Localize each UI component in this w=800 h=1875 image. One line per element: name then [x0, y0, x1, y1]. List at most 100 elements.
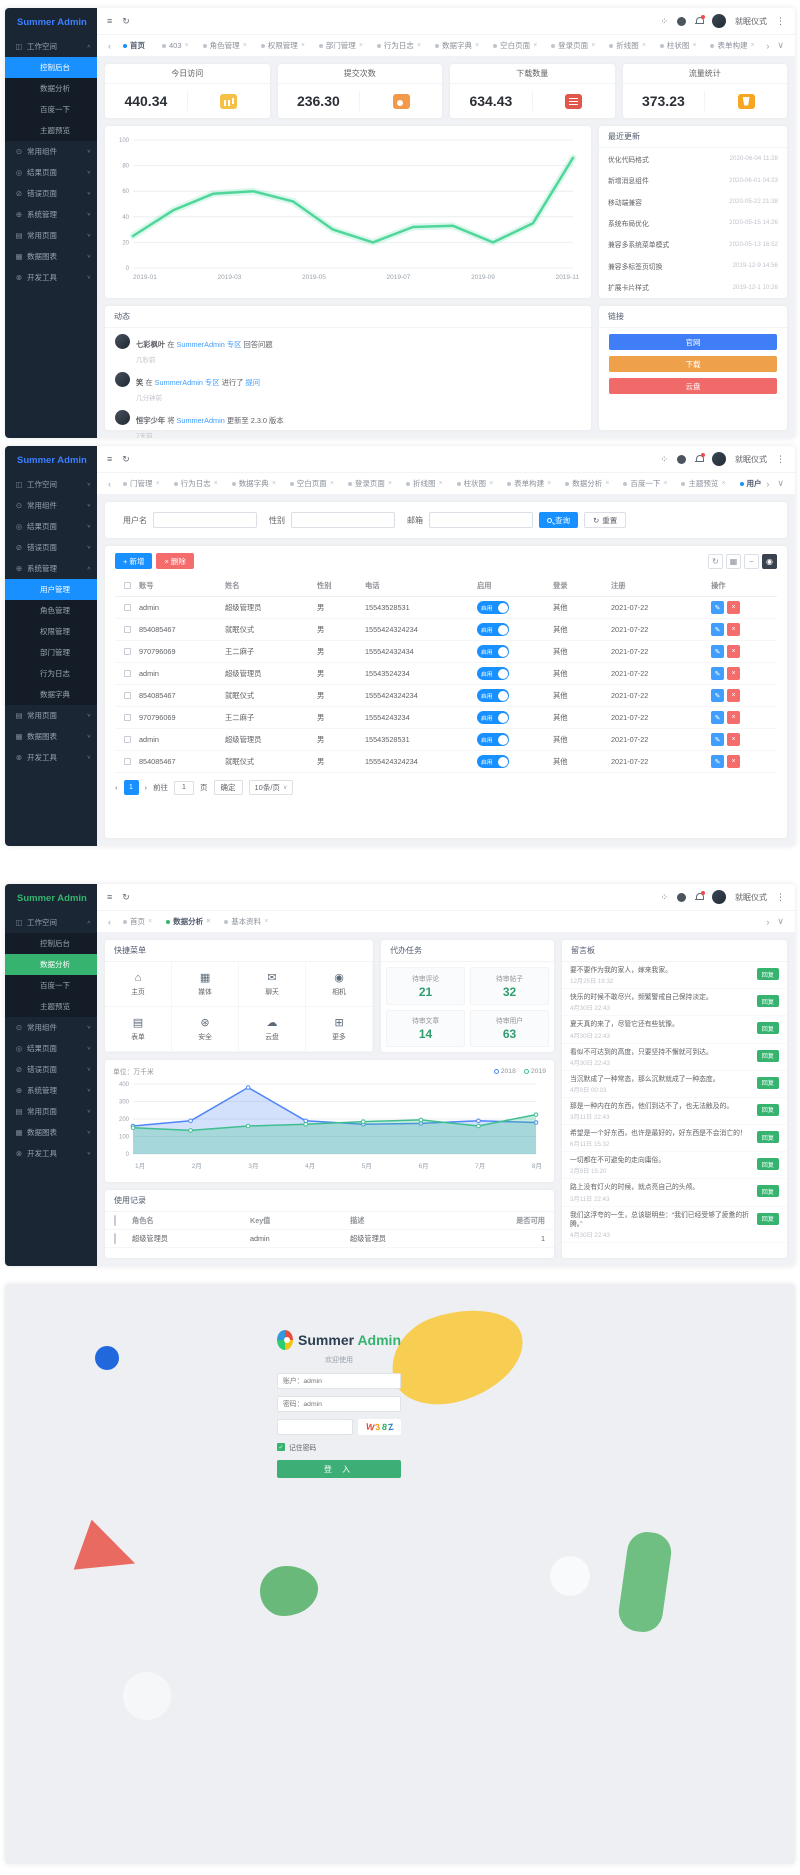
sidebar-item[interactable]: ◫ 工作空间 ∧: [5, 36, 97, 57]
tab-close-icon[interactable]: ×: [300, 42, 305, 49]
sidebar-item[interactable]: ▤ 常用页面 ∨: [5, 1101, 97, 1122]
page-tab[interactable]: 登录页面 ×: [341, 473, 399, 494]
update-item[interactable]: 兼容多系统菜单模式 2020-05-13 16:52: [599, 234, 787, 255]
more-menu-icon[interactable]: ⋮: [776, 891, 785, 902]
sidebar-item[interactable]: ◎ 结果页面 ∨: [5, 516, 97, 537]
captcha-input[interactable]: [277, 1419, 353, 1435]
tab-close-icon[interactable]: ×: [533, 42, 538, 49]
fold-menu-icon[interactable]: ≡: [107, 453, 113, 464]
notification-bell-icon[interactable]: [695, 15, 705, 25]
edit-button[interactable]: ✎: [711, 755, 724, 768]
page-tab[interactable]: 数据分析 ×: [159, 911, 217, 932]
query-button[interactable]: 查询: [539, 512, 578, 528]
edit-button[interactable]: ✎: [711, 689, 724, 702]
sidebar-item[interactable]: 主题预览: [5, 120, 97, 141]
sidebar-item[interactable]: 部门管理: [5, 642, 97, 663]
update-item[interactable]: 系统布局优化 2020-05-15 14:26: [599, 212, 787, 233]
tab-close-icon[interactable]: ×: [663, 480, 668, 487]
update-item[interactable]: 扩展卡片样式 2019-12-1 10:26: [599, 277, 787, 298]
page-tab[interactable]: 行为日志 ×: [167, 473, 225, 494]
update-item[interactable]: 优化代码格式 2020-06-04 11:28: [599, 148, 787, 169]
reply-button[interactable]: 回复: [756, 1049, 779, 1062]
sidebar-item[interactable]: ▦ 数据图表 ∨: [5, 1122, 97, 1143]
more-menu-icon[interactable]: ⋮: [776, 453, 785, 464]
edit-button[interactable]: ✎: [711, 645, 724, 658]
row-checkbox[interactable]: [114, 1233, 116, 1244]
page-tab[interactable]: 折线图 ×: [602, 35, 653, 56]
row-checkbox[interactable]: [123, 604, 131, 611]
sidebar-item[interactable]: 用户管理: [5, 579, 97, 600]
tabs-prev-icon[interactable]: ‹: [108, 916, 111, 927]
row-checkbox[interactable]: [123, 736, 131, 743]
edit-button[interactable]: ✎: [711, 623, 724, 636]
page-tab[interactable]: 基本资料 ×: [217, 911, 275, 932]
feed-link[interactable]: SummerAdmin 专区: [176, 340, 242, 349]
feed-link[interactable]: SummerAdmin 专区: [154, 378, 220, 387]
sidebar-item[interactable]: ⊘ 错误页面 ∨: [5, 1059, 97, 1080]
fullscreen-icon[interactable]: ⁘: [660, 15, 668, 26]
task-card[interactable]: 待审文章 14: [386, 1009, 466, 1047]
page-tab[interactable]: 首页: [116, 35, 155, 56]
theme-table-icon[interactable]: ◉: [762, 553, 777, 569]
tab-close-icon[interactable]: ×: [242, 42, 247, 49]
more-menu-icon[interactable]: ⋮: [776, 15, 785, 26]
sidebar-item[interactable]: ⊙ 常用组件 ∨: [5, 1017, 97, 1038]
sidebar-item[interactable]: ⊙ 常用组件 ∨: [5, 141, 97, 162]
row-checkbox[interactable]: [123, 670, 131, 677]
tab-close-icon[interactable]: ×: [271, 480, 276, 487]
quick-menu-item[interactable]: ⌂ 主页: [105, 962, 173, 1007]
tab-close-icon[interactable]: ×: [416, 42, 421, 49]
select-all-checkbox[interactable]: [123, 582, 131, 589]
reply-button[interactable]: 回复: [756, 1103, 779, 1116]
reply-button[interactable]: 回复: [756, 1131, 779, 1144]
page-prev-icon[interactable]: ‹: [115, 783, 118, 792]
tab-close-icon[interactable]: ×: [264, 918, 269, 925]
tab-close-icon[interactable]: ×: [489, 480, 494, 487]
page-tab[interactable]: 数据字典 ×: [225, 473, 283, 494]
enable-toggle[interactable]: 启用: [477, 623, 509, 636]
refresh-table-icon[interactable]: ↻: [708, 553, 723, 569]
fullscreen-icon[interactable]: ⁘: [660, 453, 668, 464]
enable-toggle[interactable]: 启用: [477, 755, 509, 768]
edit-button[interactable]: ✎: [711, 667, 724, 680]
select-all-checkbox[interactable]: [114, 1215, 116, 1226]
sidebar-item[interactable]: ◫ 工作空间 ∧: [5, 912, 97, 933]
reset-button[interactable]: ↻ 重置: [584, 512, 627, 528]
tab-close-icon[interactable]: ×: [605, 480, 610, 487]
edit-button[interactable]: ✎: [711, 711, 724, 724]
sidebar-item[interactable]: 控制后台: [5, 57, 97, 78]
link-button[interactable]: 下载: [609, 356, 777, 372]
tabs-next-icon[interactable]: ›: [766, 478, 770, 489]
sidebar-item[interactable]: ◎ 结果页面 ∨: [5, 1038, 97, 1059]
quick-menu-item[interactable]: ▤ 表单: [105, 1007, 173, 1052]
update-item[interactable]: 移动端兼容 2020-05-22 21:38: [599, 191, 787, 212]
legend-item[interactable]: 2019: [523, 1068, 546, 1075]
sidebar-item[interactable]: 行为日志: [5, 663, 97, 684]
tabs-prev-icon[interactable]: ‹: [108, 40, 111, 51]
reply-button[interactable]: 回复: [756, 968, 779, 980]
sidebar-item[interactable]: ▦ 数据图表 ∨: [5, 726, 97, 747]
page-tab[interactable]: 门管理 ×: [116, 473, 167, 494]
reply-button[interactable]: 回复: [756, 1212, 779, 1225]
task-card[interactable]: 待审用户 63: [470, 1009, 549, 1047]
delete-row-button[interactable]: ×: [727, 645, 740, 658]
quick-menu-item[interactable]: ⊛ 安全: [172, 1007, 240, 1052]
quick-menu-item[interactable]: ☁ 云盘: [239, 1007, 307, 1052]
page-tab[interactable]: 首页 ×: [116, 911, 159, 932]
quick-menu-item[interactable]: ▦ 媒体: [172, 962, 240, 1007]
page-tab[interactable]: 表单构建 ×: [500, 473, 558, 494]
theme-icon[interactable]: [677, 16, 686, 26]
page-number[interactable]: 1: [123, 780, 139, 795]
delete-button[interactable]: × 删除: [156, 553, 194, 569]
page-tab[interactable]: 角色管理 ×: [196, 35, 254, 56]
reply-button[interactable]: 回复: [756, 995, 779, 1008]
login-button[interactable]: 登 入: [277, 1460, 401, 1478]
page-tab[interactable]: 登录页面 ×: [544, 35, 602, 56]
login-username-input[interactable]: [277, 1373, 401, 1389]
reply-button[interactable]: 回复: [756, 1158, 779, 1171]
sidebar-item[interactable]: 数据分析: [5, 954, 97, 975]
tab-close-icon[interactable]: ×: [692, 42, 697, 49]
tabs-next-icon[interactable]: ›: [766, 916, 770, 927]
notification-bell-icon[interactable]: [695, 891, 705, 901]
page-tab[interactable]: 折线图 ×: [399, 473, 450, 494]
